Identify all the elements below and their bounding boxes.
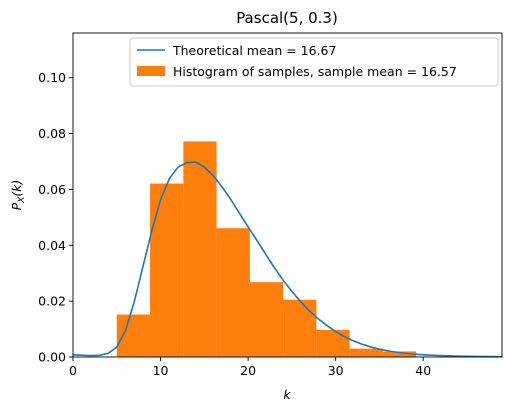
legend-bar-label: Histogram of samples, sample mean = 16.5… xyxy=(173,64,457,79)
x-tick-label: 30 xyxy=(328,363,344,378)
y-axis-label: PX(k) xyxy=(9,180,27,211)
y-axis-label-arg: (k) xyxy=(9,180,24,197)
y-tick-label: 0.00 xyxy=(38,350,66,365)
y-axis-label-base: P xyxy=(9,202,24,210)
legend-box xyxy=(129,37,499,87)
y-tick-label: 0.02 xyxy=(38,294,66,309)
histogram-bar xyxy=(316,329,350,357)
theoretical-curve xyxy=(72,161,503,358)
histogram-bars xyxy=(116,141,417,357)
histogram-bar xyxy=(150,183,184,357)
legend: Theoretical mean = 16.67 Histogram of sa… xyxy=(129,37,499,87)
histogram-bar xyxy=(116,314,151,357)
histogram-bar xyxy=(249,282,284,357)
histogram-bar xyxy=(382,351,417,357)
plot-frame xyxy=(72,32,503,358)
legend-bar-swatch xyxy=(137,66,165,76)
y-tick-label: 0.08 xyxy=(38,126,66,141)
chart-title: Pascal(5, 0.3) xyxy=(236,9,338,27)
y-tick-label: 0.04 xyxy=(38,238,66,253)
histogram-bar xyxy=(349,348,383,357)
histogram-bar xyxy=(283,299,317,357)
histogram-bar xyxy=(216,228,250,357)
x-tick-label: 0 xyxy=(69,363,77,378)
x-axis-ticks: 0 10 20 30 40 xyxy=(69,357,431,378)
legend-line-label: Theoretical mean = 16.67 xyxy=(172,43,336,58)
x-axis-label: k xyxy=(283,387,291,402)
y-axis-ticks: 0.00 0.02 0.04 0.06 0.08 0.10 xyxy=(38,70,73,365)
x-tick-label: 40 xyxy=(415,363,431,378)
y-axis-label-sub: X xyxy=(17,196,27,204)
y-tick-label: 0.10 xyxy=(38,70,66,85)
y-tick-label: 0.06 xyxy=(38,182,66,197)
x-tick-label: 10 xyxy=(153,363,169,378)
x-tick-label: 20 xyxy=(240,363,256,378)
histogram-bar xyxy=(183,141,217,357)
